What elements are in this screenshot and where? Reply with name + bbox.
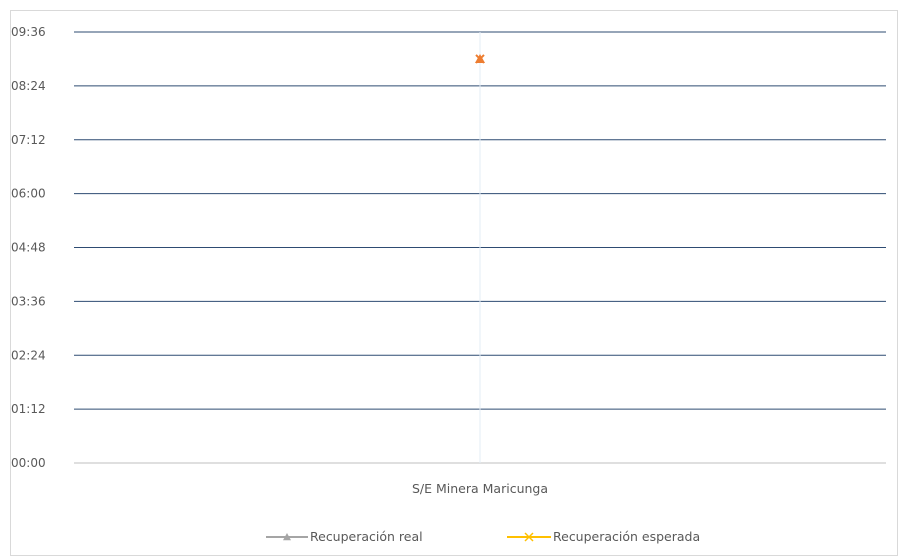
- y-tick-label: 09:36: [11, 25, 46, 39]
- legend-item: Recuperación esperada: [507, 529, 700, 544]
- chart-container: 00:00 01:12 02:24 03:36 04:48 06:00 07:12 08:24…: [10, 10, 898, 556]
- x-axis-category-labels: S/E Minera Maricunga: [412, 481, 548, 496]
- y-tick-label: 08:24: [11, 79, 46, 93]
- data-points: [475, 54, 485, 63]
- legend-item: Recuperación real: [266, 529, 423, 544]
- y-tick-label: 02:24: [11, 348, 46, 362]
- y-axis-tick-labels: 00:00 01:12 02:24 03:36 04:48 06:00 07:12 08:24…: [11, 25, 46, 470]
- legend: Recuperación real Recuperación esperada: [266, 529, 700, 544]
- y-tick-label: 01:12: [11, 402, 46, 416]
- y-tick-label: 06:00: [11, 187, 46, 201]
- y-tick-label: 07:12: [11, 133, 46, 147]
- legend-label: Recuperación esperada: [553, 529, 700, 544]
- y-tick-label: 04:48: [11, 241, 46, 255]
- y-tick-label: 00:00: [11, 456, 46, 470]
- gridlines: [74, 32, 886, 463]
- chart-svg: 00:00 01:12 02:24 03:36 04:48 06:00 07:12 08:24…: [11, 11, 899, 557]
- y-tick-label: 03:36: [11, 294, 46, 308]
- x-category-label: S/E Minera Maricunga: [412, 481, 548, 496]
- legend-label: Recuperación real: [310, 529, 423, 544]
